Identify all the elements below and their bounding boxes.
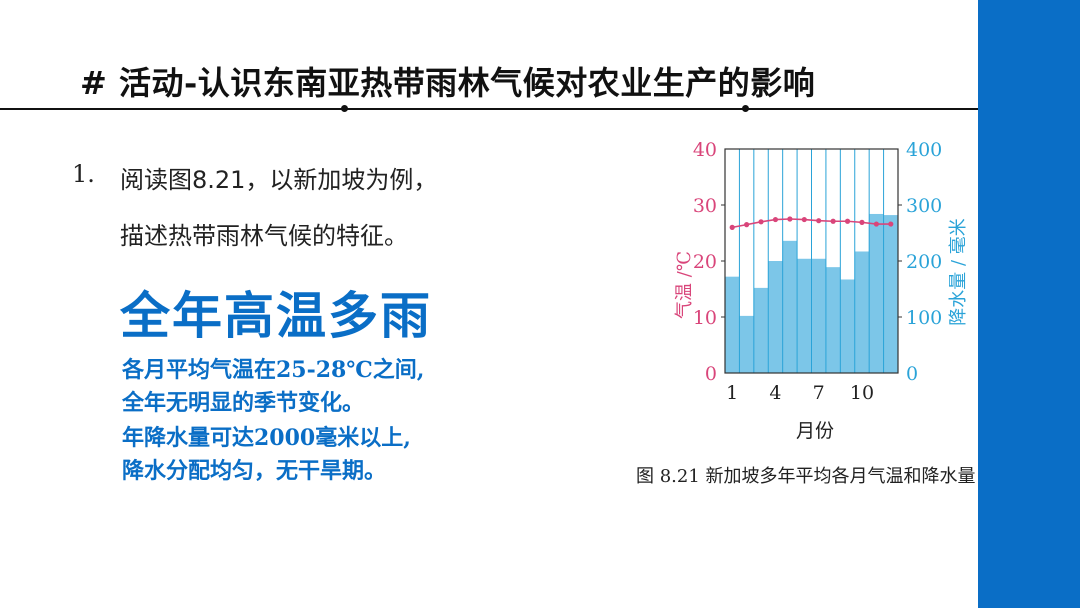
page-title: # 活动-认识东南亚热带雨林气候对农业生产的影响	[80, 64, 816, 102]
y-tick-label-right: 200	[906, 251, 942, 273]
y-axis-label-right: 降水量 / 毫米	[948, 218, 969, 326]
y-tick-label-right: 0	[906, 363, 918, 385]
y-tick-label-right: 300	[906, 195, 942, 217]
y-tick-label-left: 30	[693, 195, 717, 217]
temperature-point	[744, 222, 750, 228]
temperature-point	[729, 224, 735, 230]
x-tick-label: 1	[726, 382, 738, 404]
rain-bar	[768, 261, 783, 373]
temperature-point	[830, 218, 836, 224]
title-divider	[0, 108, 978, 110]
rain-bar	[869, 213, 884, 373]
y-tick-label-left: 0	[705, 363, 717, 385]
rain-bar	[883, 215, 898, 373]
answer-line-3: 年降水量可达2000毫米以上,	[122, 425, 411, 451]
y-tick-label-left: 40	[693, 139, 717, 161]
temperature-point	[859, 219, 865, 225]
grid-layer	[721, 148, 902, 374]
rain-bar	[825, 267, 841, 373]
temperature-point	[888, 221, 894, 227]
y-tick-label-left: 20	[693, 251, 717, 273]
temperature-point	[787, 216, 793, 222]
x-tick-label: 7	[813, 382, 825, 404]
answer-line-4: 降水分配均匀，无干旱期。	[122, 458, 387, 484]
temperature-point	[816, 218, 822, 224]
temperature-point	[772, 216, 779, 223]
y-tick-label-right: 100	[906, 307, 942, 329]
temperature-point	[758, 219, 764, 225]
temperature-point	[801, 216, 807, 223]
divider-dot-left	[341, 105, 348, 112]
x-tick-label: 10	[850, 382, 874, 404]
divider-dot-right	[742, 105, 749, 112]
question-line-2: 描述热带雨林气候的特征。	[120, 222, 408, 250]
y-axis-label-left: 气温 /℃	[674, 251, 695, 319]
question-number: 1.	[72, 160, 95, 188]
temperature-point	[844, 218, 851, 224]
rain-bar	[811, 258, 826, 373]
x-tick-label: 4	[769, 382, 781, 404]
rain-bar	[854, 251, 870, 373]
x-axis-label: 月份	[796, 420, 834, 442]
rain-bar	[840, 279, 855, 373]
y-tick-label-left: 10	[693, 307, 717, 329]
temperature-line-layer	[729, 216, 894, 230]
rain-bar	[739, 315, 754, 373]
rain-bar	[725, 276, 740, 373]
right-accent-bar	[978, 0, 1080, 608]
rain-bar	[797, 258, 812, 373]
rain-bar	[782, 240, 798, 373]
answer-headline: 全年高温多雨	[120, 286, 432, 345]
answer-line-1: 各月平均气温在25-28℃之间,	[122, 357, 425, 383]
plot-frame	[724, 148, 899, 374]
temperature-point	[873, 221, 879, 227]
answer-line-2: 全年无明显的季节变化。	[122, 390, 365, 416]
y-tick-label-right: 400	[906, 139, 942, 161]
rain-bar	[753, 287, 769, 373]
question-line-1: 阅读图8.21，以新加坡为例，	[120, 166, 438, 194]
figure-caption: 图 8.21 新加坡多年平均各月气温和降水量	[636, 466, 976, 487]
bars-layer	[725, 213, 898, 373]
